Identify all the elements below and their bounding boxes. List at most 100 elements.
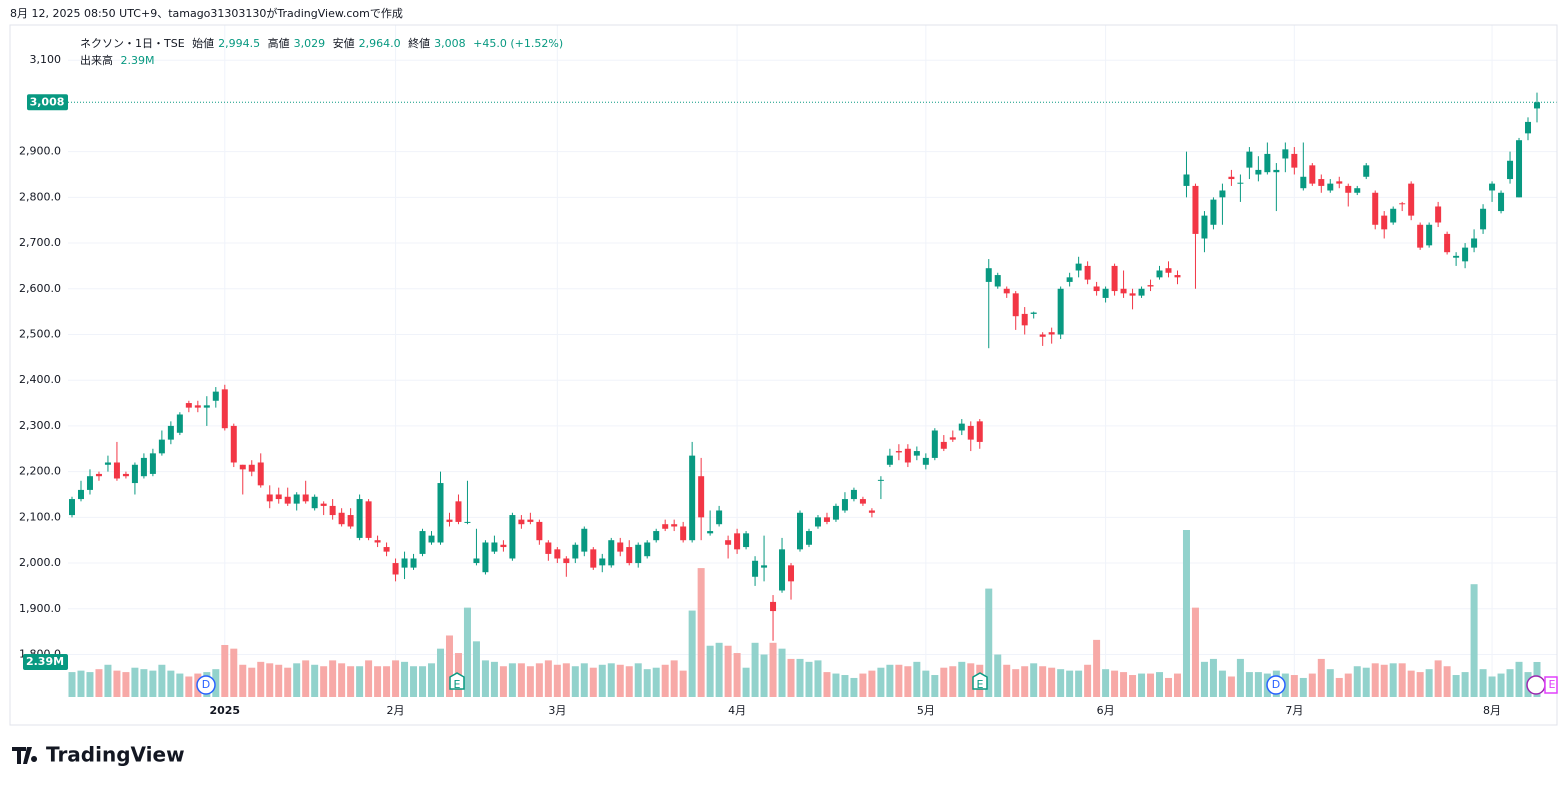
- candle-body: [572, 544, 579, 559]
- candle-body: [239, 464, 246, 470]
- close-value: 3,008: [434, 37, 466, 50]
- volume-bar: [697, 568, 705, 697]
- volume-bar: [1057, 669, 1065, 697]
- volume-bar: [1048, 667, 1056, 697]
- candle-body: [563, 558, 570, 564]
- event-label[interactable]: E: [1549, 678, 1556, 691]
- volume-bar: [499, 666, 507, 697]
- candle-body: [1489, 183, 1496, 191]
- candle-body: [770, 601, 777, 612]
- volume-bar: [401, 661, 409, 697]
- event-icon[interactable]: [1544, 676, 1558, 694]
- volume-bar: [1021, 666, 1029, 697]
- y-tick-label: 3,100: [30, 53, 62, 66]
- open-label: 始値: [192, 37, 215, 50]
- candle-body: [1255, 169, 1262, 175]
- volume-bar: [1470, 584, 1478, 697]
- volume-bar: [1407, 670, 1415, 697]
- event-markers: D E E D E: [196, 672, 1558, 695]
- volume-bar: [1380, 664, 1388, 697]
- volume-bar: [598, 664, 606, 697]
- candle-body: [1453, 255, 1460, 258]
- candle-body: [1102, 288, 1109, 298]
- chart-frame: [9, 24, 1558, 726]
- candle-body: [1282, 149, 1289, 159]
- candle-body: [716, 510, 723, 525]
- x-tick-label: 5月: [917, 704, 935, 717]
- volume-bar: [1362, 667, 1370, 697]
- candle-body: [1228, 176, 1235, 180]
- candle-body: [1507, 160, 1514, 180]
- candle-body: [994, 275, 1001, 287]
- volume-bar: [859, 673, 867, 697]
- candle-body: [1480, 208, 1487, 230]
- change: +45.0 (+1.52%): [473, 37, 564, 50]
- symbol: ネクソン・1日・TSE: [80, 37, 185, 50]
- volume-bar: [1488, 676, 1496, 697]
- event-label[interactable]: D: [1272, 678, 1280, 691]
- candle-body: [707, 531, 714, 534]
- candle-body: [1354, 188, 1361, 193]
- candle-body: [1318, 179, 1325, 186]
- volume-bar: [1156, 672, 1164, 697]
- event-label[interactable]: D: [202, 678, 210, 691]
- event-icon[interactable]: [1526, 675, 1546, 695]
- volume-bar: [1066, 670, 1074, 697]
- candle-body: [850, 489, 857, 500]
- candle-body: [1309, 165, 1316, 184]
- volume-bar: [212, 669, 220, 697]
- volume-tag: [23, 653, 68, 670]
- x-tick-label: 2月: [387, 704, 405, 717]
- candle-body: [599, 558, 606, 566]
- volume-bar: [940, 667, 948, 697]
- volume-bar: [922, 670, 930, 697]
- candle-body: [158, 439, 165, 454]
- candle-body: [698, 476, 705, 518]
- volume-bar: [77, 670, 85, 697]
- candle-body: [1021, 313, 1028, 326]
- volume-bar: [850, 677, 858, 697]
- volume-bar: [320, 666, 328, 697]
- candle-body: [86, 476, 93, 490]
- volume-bar: [356, 666, 364, 697]
- volume-bar: [1129, 675, 1137, 697]
- volume-bar: [526, 666, 534, 697]
- candle-body: [1093, 286, 1100, 292]
- volume-bar: [571, 666, 579, 697]
- volume-bar: [1182, 530, 1190, 697]
- candle-body: [131, 464, 138, 484]
- volume-bar: [1209, 658, 1217, 697]
- event-label[interactable]: E: [454, 678, 461, 691]
- candle-body: [527, 519, 534, 522]
- candle-body: [922, 457, 929, 465]
- volume-bar: [302, 660, 310, 697]
- event-icon[interactable]: [449, 672, 465, 690]
- candle-body: [1156, 270, 1163, 278]
- candle-body: [149, 453, 156, 474]
- candle-body: [113, 462, 120, 479]
- volume-bar: [607, 663, 615, 697]
- candle-body: [1048, 332, 1055, 335]
- volume-bar: [508, 663, 516, 697]
- candle-body: [500, 544, 507, 548]
- candle-body: [967, 425, 974, 440]
- volume-bar: [1236, 658, 1244, 697]
- candle-body: [77, 489, 84, 500]
- volume-bar: [1434, 660, 1442, 697]
- volume-bar: [1012, 669, 1020, 697]
- candle-body: [590, 549, 597, 568]
- event-icon[interactable]: [196, 675, 216, 695]
- event-icon[interactable]: [972, 672, 988, 690]
- candle-body: [877, 479, 884, 481]
- candle-body: [814, 517, 821, 527]
- candle-body: [752, 560, 759, 577]
- event-label[interactable]: E: [977, 678, 984, 691]
- event-icon[interactable]: [1266, 675, 1286, 695]
- candle-body: [437, 483, 444, 543]
- volume-bar: [347, 666, 355, 697]
- volume-bar: [490, 661, 498, 697]
- candle-body: [293, 494, 300, 504]
- volume-bar: [949, 666, 957, 697]
- candle-body: [1372, 192, 1379, 225]
